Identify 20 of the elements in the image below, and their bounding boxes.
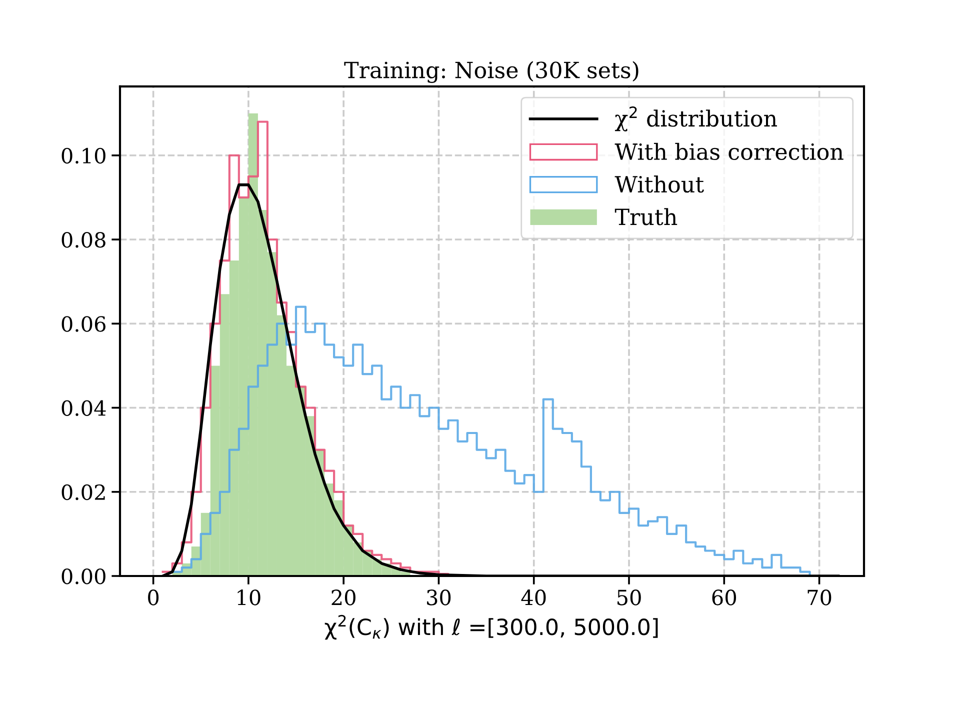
x-tick-label: 20 bbox=[332, 590, 356, 606]
x-tick-label: 60 bbox=[712, 590, 736, 606]
legend-label: Without bbox=[614, 175, 704, 193]
x-tick-label: 70 bbox=[808, 590, 832, 606]
y-tick-label: 0.00 bbox=[62, 568, 106, 584]
legend-label: With bias correction bbox=[614, 142, 844, 160]
x-tick-label: 0 bbox=[148, 590, 159, 606]
x-tick-label: 50 bbox=[618, 590, 641, 606]
x-tick-label: 40 bbox=[521, 590, 546, 606]
y-tick-label: 0.10 bbox=[62, 148, 106, 164]
legend-label: Truth bbox=[614, 208, 678, 226]
y-tick-label: 0.08 bbox=[62, 232, 106, 248]
y-tick-label: 0.04 bbox=[62, 400, 106, 416]
x-tick-label: 30 bbox=[427, 590, 451, 606]
y-tick-label: 0.06 bbox=[62, 316, 106, 332]
legend-label: χ$^{2}$ distribution bbox=[614, 106, 777, 132]
chart-title: Training: Noise (30K sets) bbox=[344, 61, 638, 84]
y-tick-label: 0.02 bbox=[62, 484, 105, 500]
x-tick-label: 10 bbox=[238, 590, 260, 606]
x-axis-title: χ$^{2}$(C$_{κ}$) with ℓ =[300.0, 5000.0] bbox=[324, 614, 658, 640]
